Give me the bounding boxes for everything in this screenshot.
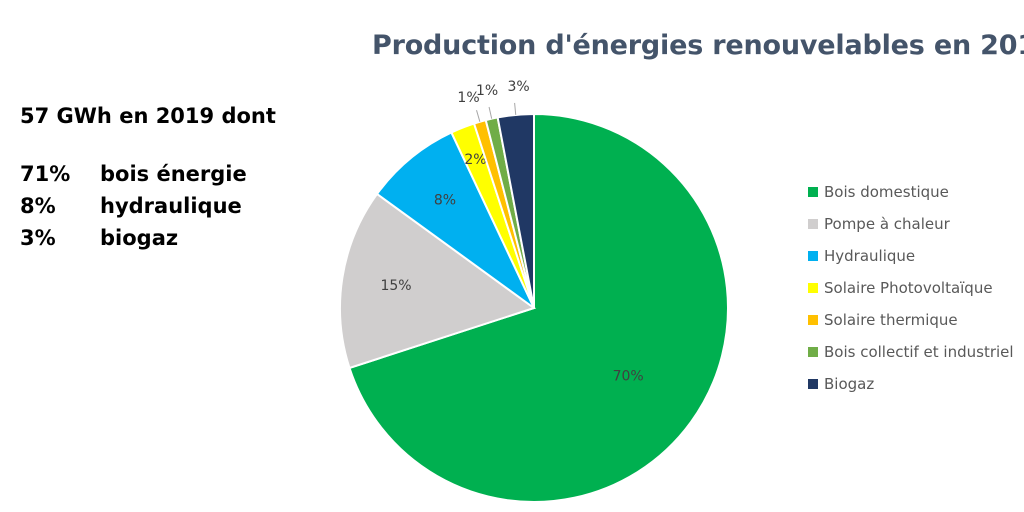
legend-swatch (808, 315, 818, 325)
pie-slice (375, 131, 535, 309)
legend-label: Solaire thermique (824, 311, 958, 329)
pie-slice (339, 192, 537, 370)
legend-label: Bois collectif et industriel (824, 343, 1014, 361)
pie-data-label: 70% (613, 368, 644, 384)
chart-title: Production d'énergies renouvelables en 2… (372, 30, 1024, 61)
legend-label: Biogaz (824, 375, 875, 393)
summary-row-percent: 8% (20, 194, 56, 218)
pie-slice (348, 112, 729, 503)
pie-data-label: 2% (464, 152, 486, 168)
pie-data-label: 15% (380, 278, 411, 294)
legend-swatch (808, 187, 818, 197)
legend-swatch (808, 251, 818, 261)
summary-row: 71% bois énergie (20, 158, 276, 190)
summary-row-percent: 3% (20, 226, 56, 250)
legend-label: Bois domestique (824, 183, 949, 201)
summary-row-label: hydraulique (100, 194, 242, 218)
legend-swatch (808, 347, 818, 357)
legend-swatch (808, 283, 818, 293)
legend-item: Biogaz (808, 368, 1014, 400)
legend-swatch (808, 219, 818, 229)
summary-row-label: biogaz (100, 226, 179, 250)
summary-headline: 57 GWh en 2019 dont (20, 104, 276, 128)
summary-row-label: bois énergie (100, 162, 247, 186)
pie-data-label: 1% (457, 90, 479, 106)
legend-item: Bois domestique (808, 176, 1014, 208)
summary-row: 3% biogaz (20, 222, 276, 254)
summary-row-percent: 71% (20, 162, 71, 186)
legend-item: Solaire thermique (808, 304, 1014, 336)
summary-panel: 57 GWh en 2019 dont 71% bois énergie 8% … (20, 104, 276, 254)
label-leader-line (488, 106, 493, 119)
pie-data-label: 1% (476, 83, 498, 99)
legend-label: Solaire Photovoltaïque (824, 279, 993, 297)
legend-label: Hydraulique (824, 247, 916, 265)
legend-item: Bois collectif et industriel (808, 336, 1014, 368)
legend-swatch (808, 379, 818, 389)
legend-item: Solaire Photovoltaïque (808, 272, 1014, 304)
summary-row: 8% hydraulique (20, 190, 276, 222)
pie-data-label: 8% (434, 192, 456, 208)
pie-data-label: 3% (508, 79, 530, 95)
legend-item: Pompe à chaleur (808, 208, 1014, 240)
legend-label: Pompe à chaleur (824, 215, 950, 233)
legend-item: Hydraulique (808, 240, 1014, 272)
label-leader-line (476, 110, 481, 122)
label-leader-line (514, 102, 517, 115)
chart-legend: Bois domestique Pompe à chaleur Hydrauliqu… (808, 176, 1014, 400)
